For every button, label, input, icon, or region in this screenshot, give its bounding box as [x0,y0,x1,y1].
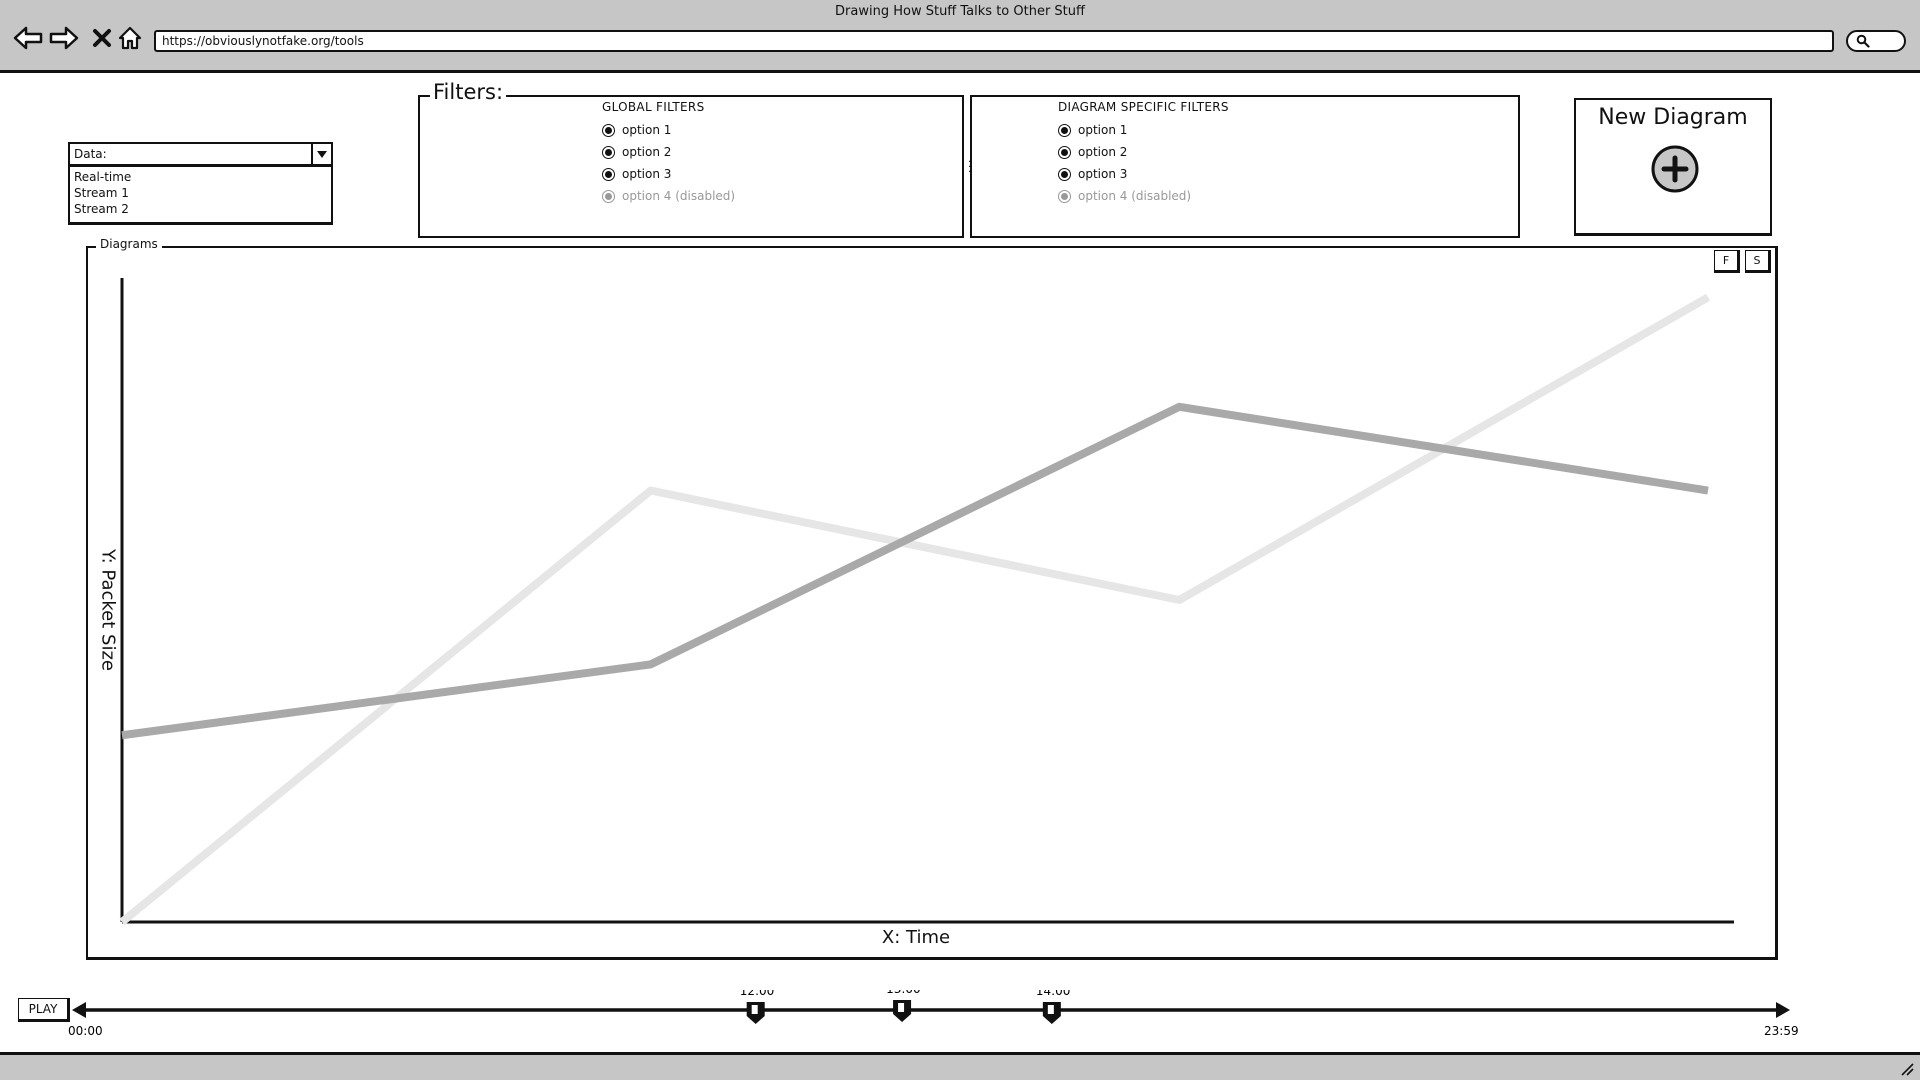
option-label: option 2 [622,145,672,159]
plus-circle-icon[interactable] [1650,144,1700,194]
global-filter-option-4: option 4 (disabled) [602,185,735,207]
home-icon[interactable] [114,22,146,54]
diagram-filter-option-3[interactable]: option 3 [1058,163,1229,185]
radio-selected-icon[interactable] [602,145,615,159]
radio-selected-icon[interactable] [1058,145,1071,159]
fullscreen-button[interactable]: F [1714,250,1740,273]
line-chart [119,278,1734,926]
radio-selected-icon[interactable] [602,123,615,137]
data-select[interactable]: Data: [68,142,333,166]
new-diagram-label: New Diagram [1598,105,1748,130]
data-option-stream-1[interactable]: Stream 1 [74,186,129,200]
settings-button[interactable]: S [1745,250,1771,273]
radio-selected-icon[interactable] [602,167,615,181]
timeline-markers: 12:00 13:00 14:00 [740,990,1071,1024]
back-arrow-icon[interactable] [12,22,44,54]
play-button[interactable]: PLAY [18,998,70,1022]
timeline-marker-label: 13:00 [886,990,921,996]
data-select-label: Data: [74,147,107,161]
global-filters-group: GLOBAL FILTERS option 1 option 2 option … [602,100,735,207]
diagram-filter-option-4: option 4 (disabled) [1058,185,1229,207]
y-axis-label: Y: Packet Size [97,549,119,671]
option-label: option 2 [1078,145,1128,159]
diagram-filter-option-2[interactable]: option 2 [1058,141,1229,163]
timeline-right-arrow-icon [1776,1002,1790,1018]
timeline-slider[interactable]: 00:00 23:59 12:00 13:00 14:00 [66,990,1806,1040]
url-input[interactable]: https://obviouslynotfake.org/tools [154,30,1834,52]
diagram-filters-group: DIAGRAM SPECIFIC FILTERS option 1 option… [1058,100,1229,207]
radio-disabled-icon [1058,189,1071,203]
timeline-marker-label: 14:00 [1036,990,1071,998]
option-label: option 1 [1078,123,1128,137]
x-axis-label: X: Time [881,927,951,948]
timeline-marker-label: 12:00 [740,990,775,998]
diagrams-title: Diagrams [96,237,162,251]
global-filters-heading: GLOBAL FILTERS [602,100,705,114]
option-label: option 3 [622,167,672,181]
timeline-end-label: 23:59 [1764,1024,1799,1038]
radio-disabled-icon [602,189,615,203]
status-bar [0,1052,1920,1080]
radio-selected-icon[interactable] [1058,167,1071,181]
splitter-handle-icon[interactable]: · · · [968,157,972,178]
search-icon [1856,34,1870,48]
series-line-light [119,293,1710,926]
timeline-marker[interactable]: 14:00 [1036,990,1071,1024]
forward-arrow-icon[interactable] [48,22,80,54]
option-label: option 4 (disabled) [1078,189,1192,203]
resize-grip-icon[interactable] [1898,1060,1914,1076]
timeline-marker[interactable]: 12:00 [740,990,775,1024]
diagrams-panel [86,246,1778,960]
global-filter-option-3[interactable]: option 3 [602,163,735,185]
series-line-dark [121,402,1709,740]
close-icon[interactable] [86,22,118,54]
data-option-stream-2[interactable]: Stream 2 [74,202,129,216]
option-label: option 1 [622,123,672,137]
filters-title: Filters: [430,80,507,104]
global-filter-option-1[interactable]: option 1 [602,119,735,141]
timeline-handle-highlight [751,1005,758,1014]
data-option-realtime[interactable]: Real-time [74,170,132,184]
window-title: Drawing How Stuff Talks to Other Stuff [835,4,1085,19]
diagram-filter-option-1[interactable]: option 1 [1058,119,1229,141]
diagram-filters-heading: DIAGRAM SPECIFIC FILTERS [1058,100,1229,114]
search-button[interactable] [1846,30,1906,52]
data-options-list: Real-time Stream 1 Stream 2 [68,165,333,225]
new-diagram-button[interactable]: New Diagram [1574,98,1772,236]
timeline-handle-highlight [898,1003,905,1012]
option-label: option 4 (disabled) [622,189,736,203]
timeline-marker[interactable]: 13:00 [886,990,921,1022]
global-filter-option-2[interactable]: option 2 [602,141,735,163]
option-label: option 3 [1078,167,1128,181]
radio-selected-icon[interactable] [1058,123,1071,137]
timeline-handle-highlight [1047,1005,1054,1014]
timeline-start-label: 00:00 [68,1024,103,1038]
timeline-left-arrow-icon [72,1002,86,1018]
filters-splitter[interactable] [962,95,972,238]
chevron-down-icon[interactable] [311,144,331,164]
